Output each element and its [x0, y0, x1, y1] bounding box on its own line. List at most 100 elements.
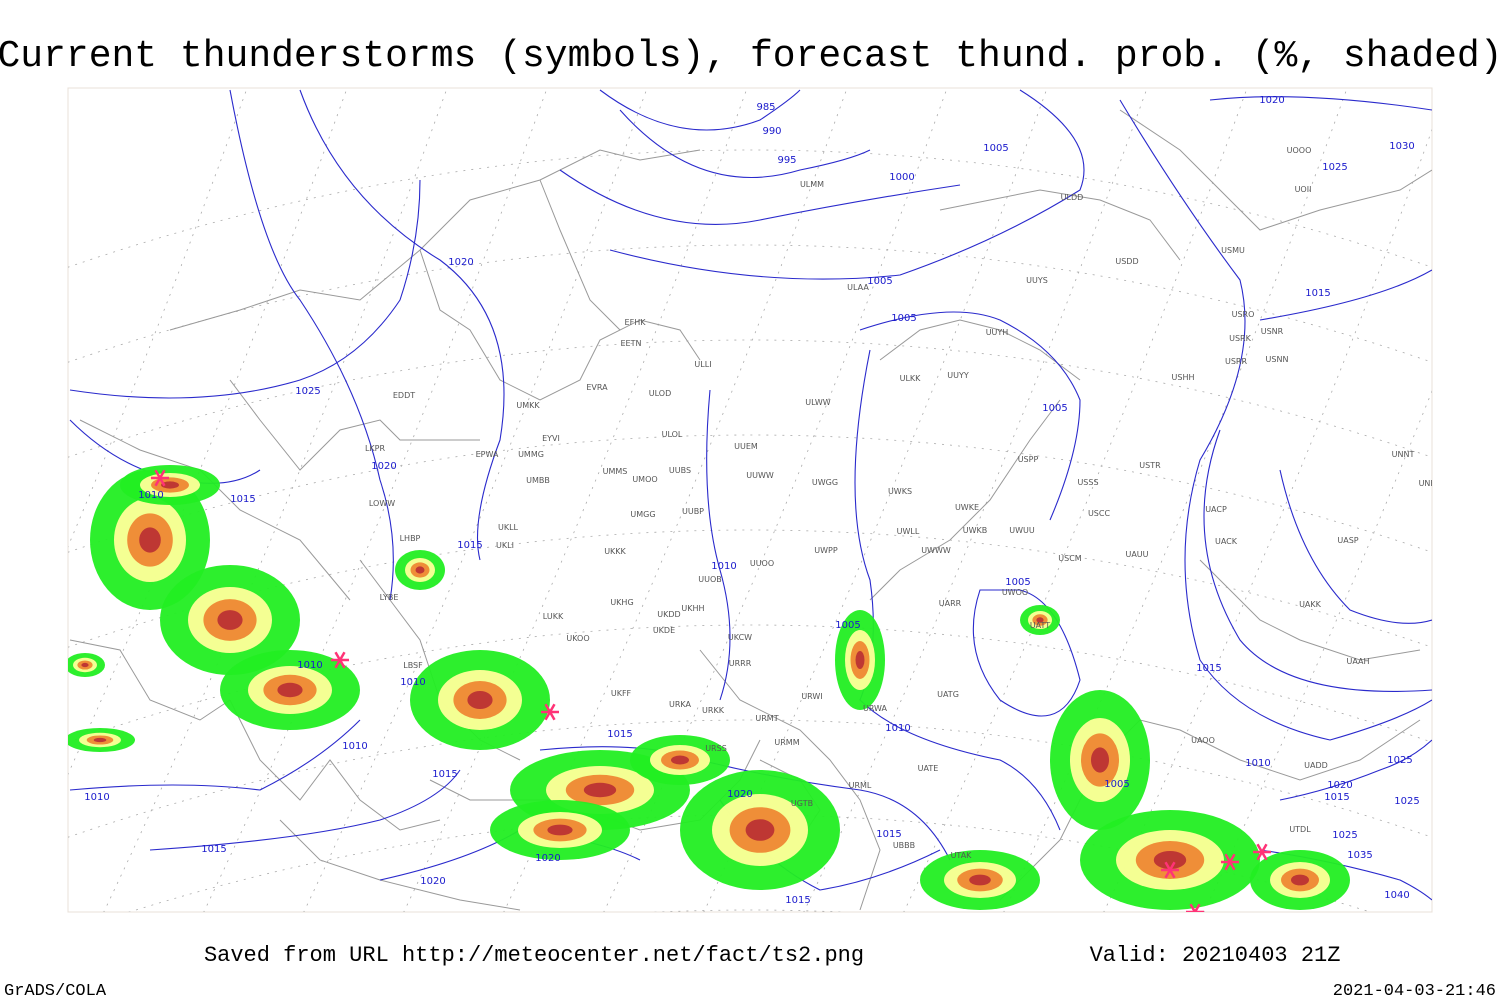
isobar-label: 1015: [457, 540, 482, 551]
isobar-label: 1015: [1324, 792, 1349, 803]
storm-symbol: [544, 711, 552, 721]
thunderstorm-area: [139, 527, 161, 553]
thunderstorm-area: [467, 691, 493, 709]
storm-symbol: [544, 703, 552, 713]
station-code: UKHG: [610, 598, 633, 607]
thunderstorm-area: [217, 610, 243, 630]
isobar-label: 1005: [1042, 403, 1067, 414]
storm-symbol: [1164, 861, 1172, 871]
thunderstorm-area: [277, 682, 303, 698]
isobar-label: 1005: [867, 276, 892, 287]
isobar-label: 1020: [420, 876, 445, 887]
station-code: ULOL: [662, 430, 683, 439]
station-code: URMT: [755, 714, 778, 723]
isobar: [1209, 96, 1432, 111]
station-code: UMKK: [516, 401, 540, 410]
station-code: UNBB: [1419, 479, 1442, 488]
station-code: URRR: [729, 659, 752, 668]
isobar-label: 1020: [448, 257, 473, 268]
isobar-label: 1010: [342, 741, 367, 752]
station-code: URMM: [774, 738, 799, 747]
isobar-label: 1015: [432, 769, 457, 780]
station-code: UACK: [1215, 537, 1238, 546]
station-code: USHH: [1172, 373, 1195, 382]
station-code: USMU: [1221, 246, 1245, 255]
storm-symbol: [1189, 903, 1197, 912]
isobar: [609, 89, 1085, 280]
station-code: UTDL: [1289, 825, 1311, 834]
isobar-label: 1010: [297, 660, 322, 671]
station-code: ULAA: [847, 283, 869, 292]
isobar: [149, 769, 461, 851]
station-code: USPP: [1018, 455, 1039, 464]
graticule: [68, 149, 1432, 268]
station-code: URML: [849, 781, 872, 790]
station-code: UAAH: [1346, 657, 1369, 666]
storm-symbol: [548, 703, 556, 713]
station-code: UMBB: [526, 476, 550, 485]
coastline: [939, 189, 1181, 261]
thunderstorm-area: [1153, 851, 1187, 869]
storm-symbol: [334, 659, 342, 669]
station-code: UUOO: [750, 559, 774, 568]
coastline: [229, 699, 441, 831]
isobar: [559, 169, 961, 225]
storm-symbol: [338, 651, 346, 661]
coastline: [169, 149, 701, 331]
thunderstorm-area: [1036, 617, 1044, 623]
station-code: UMMS: [603, 467, 628, 476]
station-code: UWUU: [1009, 526, 1035, 535]
station-code: USTR: [1139, 461, 1161, 470]
isobar-label: 1025: [1394, 796, 1419, 807]
isobar-label: 1010: [885, 723, 910, 734]
station-code: USCC: [1088, 509, 1111, 518]
graticule: [68, 624, 1432, 743]
station-code: UBBB: [893, 841, 915, 850]
map-layers: 985 990 995 1000 1005 1005 1005 1005 1020 1030 102…: [68, 88, 1442, 912]
graticule: [68, 244, 1432, 363]
station-code: UAKK: [1299, 600, 1322, 609]
station-code: EYVI: [542, 434, 560, 443]
software-label: GrADS/COLA: [4, 982, 107, 1000]
thunderstorm-area: [583, 782, 617, 798]
station-code: UWGG: [812, 478, 838, 487]
isobar-label: 1040: [1384, 890, 1409, 901]
storm-symbol: [1164, 869, 1172, 879]
station-code: UWOO: [1002, 588, 1028, 597]
station-code: USNN: [1266, 355, 1289, 364]
station-code: EDDT: [393, 391, 415, 400]
station-code: USRK: [1229, 334, 1251, 343]
storm-symbol: [1260, 843, 1268, 853]
station-code: UARR: [939, 599, 962, 608]
coastline: [69, 639, 231, 721]
station-code: UKKK: [604, 547, 626, 556]
isobar-label: 1005: [835, 620, 860, 631]
source-url: Saved from URL http://meteocenter.net/fa…: [204, 943, 864, 968]
station-code: LKPR: [365, 444, 386, 453]
station-code: UATG: [937, 690, 959, 699]
station-code: UMMG: [518, 450, 544, 459]
storm-symbol: [1168, 861, 1176, 871]
station-code: UWKB: [963, 526, 988, 535]
storm-symbol: [548, 711, 556, 721]
isobar-label: 1015: [876, 829, 901, 840]
isobar-label: 1010: [84, 792, 109, 803]
thunderstorm-area: [161, 481, 179, 489]
station-code: UKCW: [728, 633, 752, 642]
graticule: [68, 339, 1432, 458]
station-code: UADD: [1304, 761, 1328, 770]
storm-symbol: [334, 651, 342, 661]
storm-symbol: [1224, 861, 1232, 871]
graticule: [68, 434, 1432, 553]
station-code: URWI: [801, 692, 822, 701]
station-code: URSS: [705, 744, 727, 753]
thunderstorm-area: [745, 819, 775, 841]
station-code: UWLL: [897, 527, 920, 536]
graticule: [68, 529, 1432, 648]
thunderstorm-area: [969, 874, 991, 886]
isobar: [1279, 739, 1432, 801]
coastline: [869, 399, 1061, 601]
station-code: UOOO: [1287, 146, 1312, 155]
storm-symbol: [1224, 853, 1232, 863]
